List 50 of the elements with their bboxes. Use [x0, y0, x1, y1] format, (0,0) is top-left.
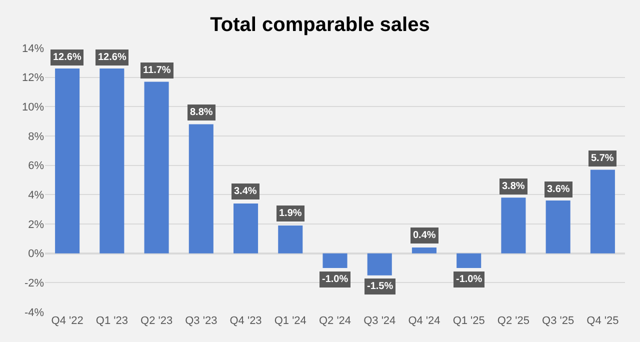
bar	[278, 225, 303, 254]
x-tick-label: Q1 '24	[274, 315, 306, 327]
data-label: 0.4%	[413, 230, 436, 241]
y-tick-label: 14%	[22, 42, 44, 55]
bar	[367, 253, 392, 276]
y-tick-label: -2%	[24, 278, 44, 290]
x-tick-label: Q3 '24	[364, 315, 396, 327]
x-tick-label: Q3 '25	[542, 315, 574, 327]
y-tick-label: 12%	[22, 72, 44, 84]
data-label: 8.8%	[190, 107, 213, 118]
y-tick-label: 2%	[28, 218, 44, 231]
x-tick-label: Q3 '23	[185, 315, 218, 327]
x-tick-label: Q2 '24	[318, 315, 352, 327]
y-tick-label: 6%	[28, 160, 44, 172]
y-tick-label: 10%	[22, 102, 44, 114]
bar	[234, 203, 258, 254]
data-label: 1.9%	[279, 208, 302, 219]
data-label: 12.6%	[53, 52, 82, 63]
y-tick-label: 8%	[28, 130, 44, 143]
x-tick-label: Q4 '22	[51, 315, 84, 327]
bar	[501, 198, 526, 254]
x-tick-label: Q1 '23	[96, 315, 128, 327]
data-label: 12.6%	[98, 52, 126, 63]
bar	[456, 253, 482, 268]
data-label: 3.8%	[502, 181, 525, 192]
bar	[55, 68, 80, 254]
bar	[412, 247, 436, 254]
data-label: -1.0%	[456, 274, 482, 285]
bar	[590, 170, 615, 254]
data-label: -1.5%	[367, 281, 394, 292]
bar	[322, 253, 348, 268]
x-tick-label: Q4 '25	[586, 315, 619, 327]
x-tick-label: Q2 '25	[497, 315, 530, 327]
bar	[188, 124, 214, 254]
bar	[546, 200, 570, 254]
x-tick-label: Q4 '24	[408, 315, 440, 327]
y-tick-label: 0%	[28, 248, 44, 260]
x-tick-label: Q4 '23	[230, 315, 262, 327]
x-tick-label: Q2 '23	[140, 315, 173, 327]
bar	[100, 68, 124, 254]
chart-title: Total comparable sales	[210, 14, 430, 36]
data-label: 3.4%	[234, 186, 257, 197]
bar	[144, 82, 169, 254]
data-label: 11.7%	[143, 65, 171, 76]
y-tick-label: 4%	[28, 190, 44, 202]
x-tick-label: Q1 '25	[452, 315, 485, 327]
y-tick-label: -4%	[24, 306, 44, 319]
data-label: 5.7%	[591, 153, 614, 164]
data-label: -1.0%	[322, 274, 348, 285]
data-label: 3.6%	[547, 184, 570, 195]
